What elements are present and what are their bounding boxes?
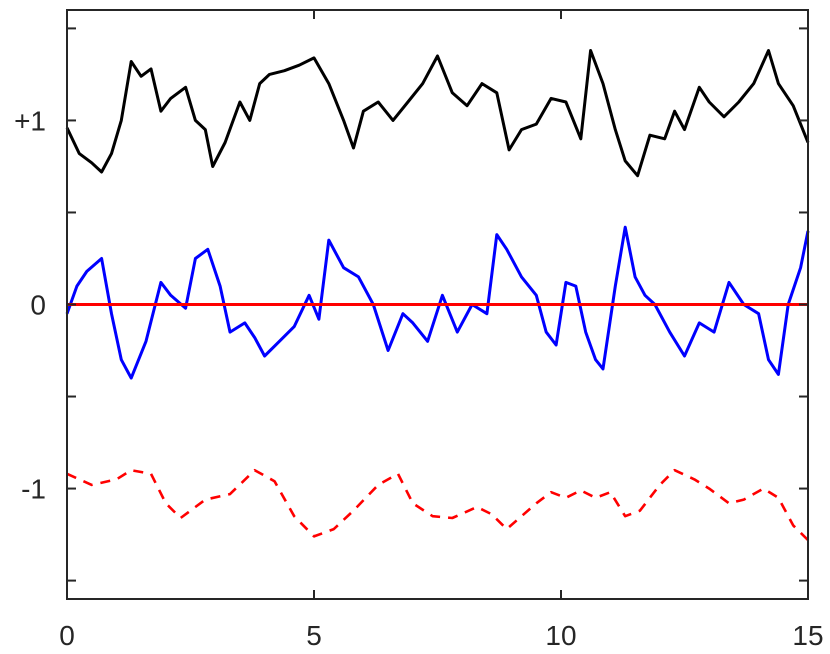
x-tick-label: 0 (59, 620, 75, 651)
series-line-2 (65, 225, 810, 380)
axes-layer: 0 5 10 15 -1 0 +1 (14, 9, 824, 651)
x-tick-label: 10 (545, 620, 576, 651)
series-line-4 (66, 468, 809, 542)
y-tick-label: -1 (21, 474, 46, 505)
series-line-1 (65, 49, 810, 178)
y-tick-label: 0 (30, 290, 46, 321)
x-tick-label: 15 (792, 620, 823, 651)
x-tick-label: 5 (306, 620, 322, 651)
y-tick-label: +1 (14, 105, 46, 136)
series-layer (65, 49, 810, 542)
